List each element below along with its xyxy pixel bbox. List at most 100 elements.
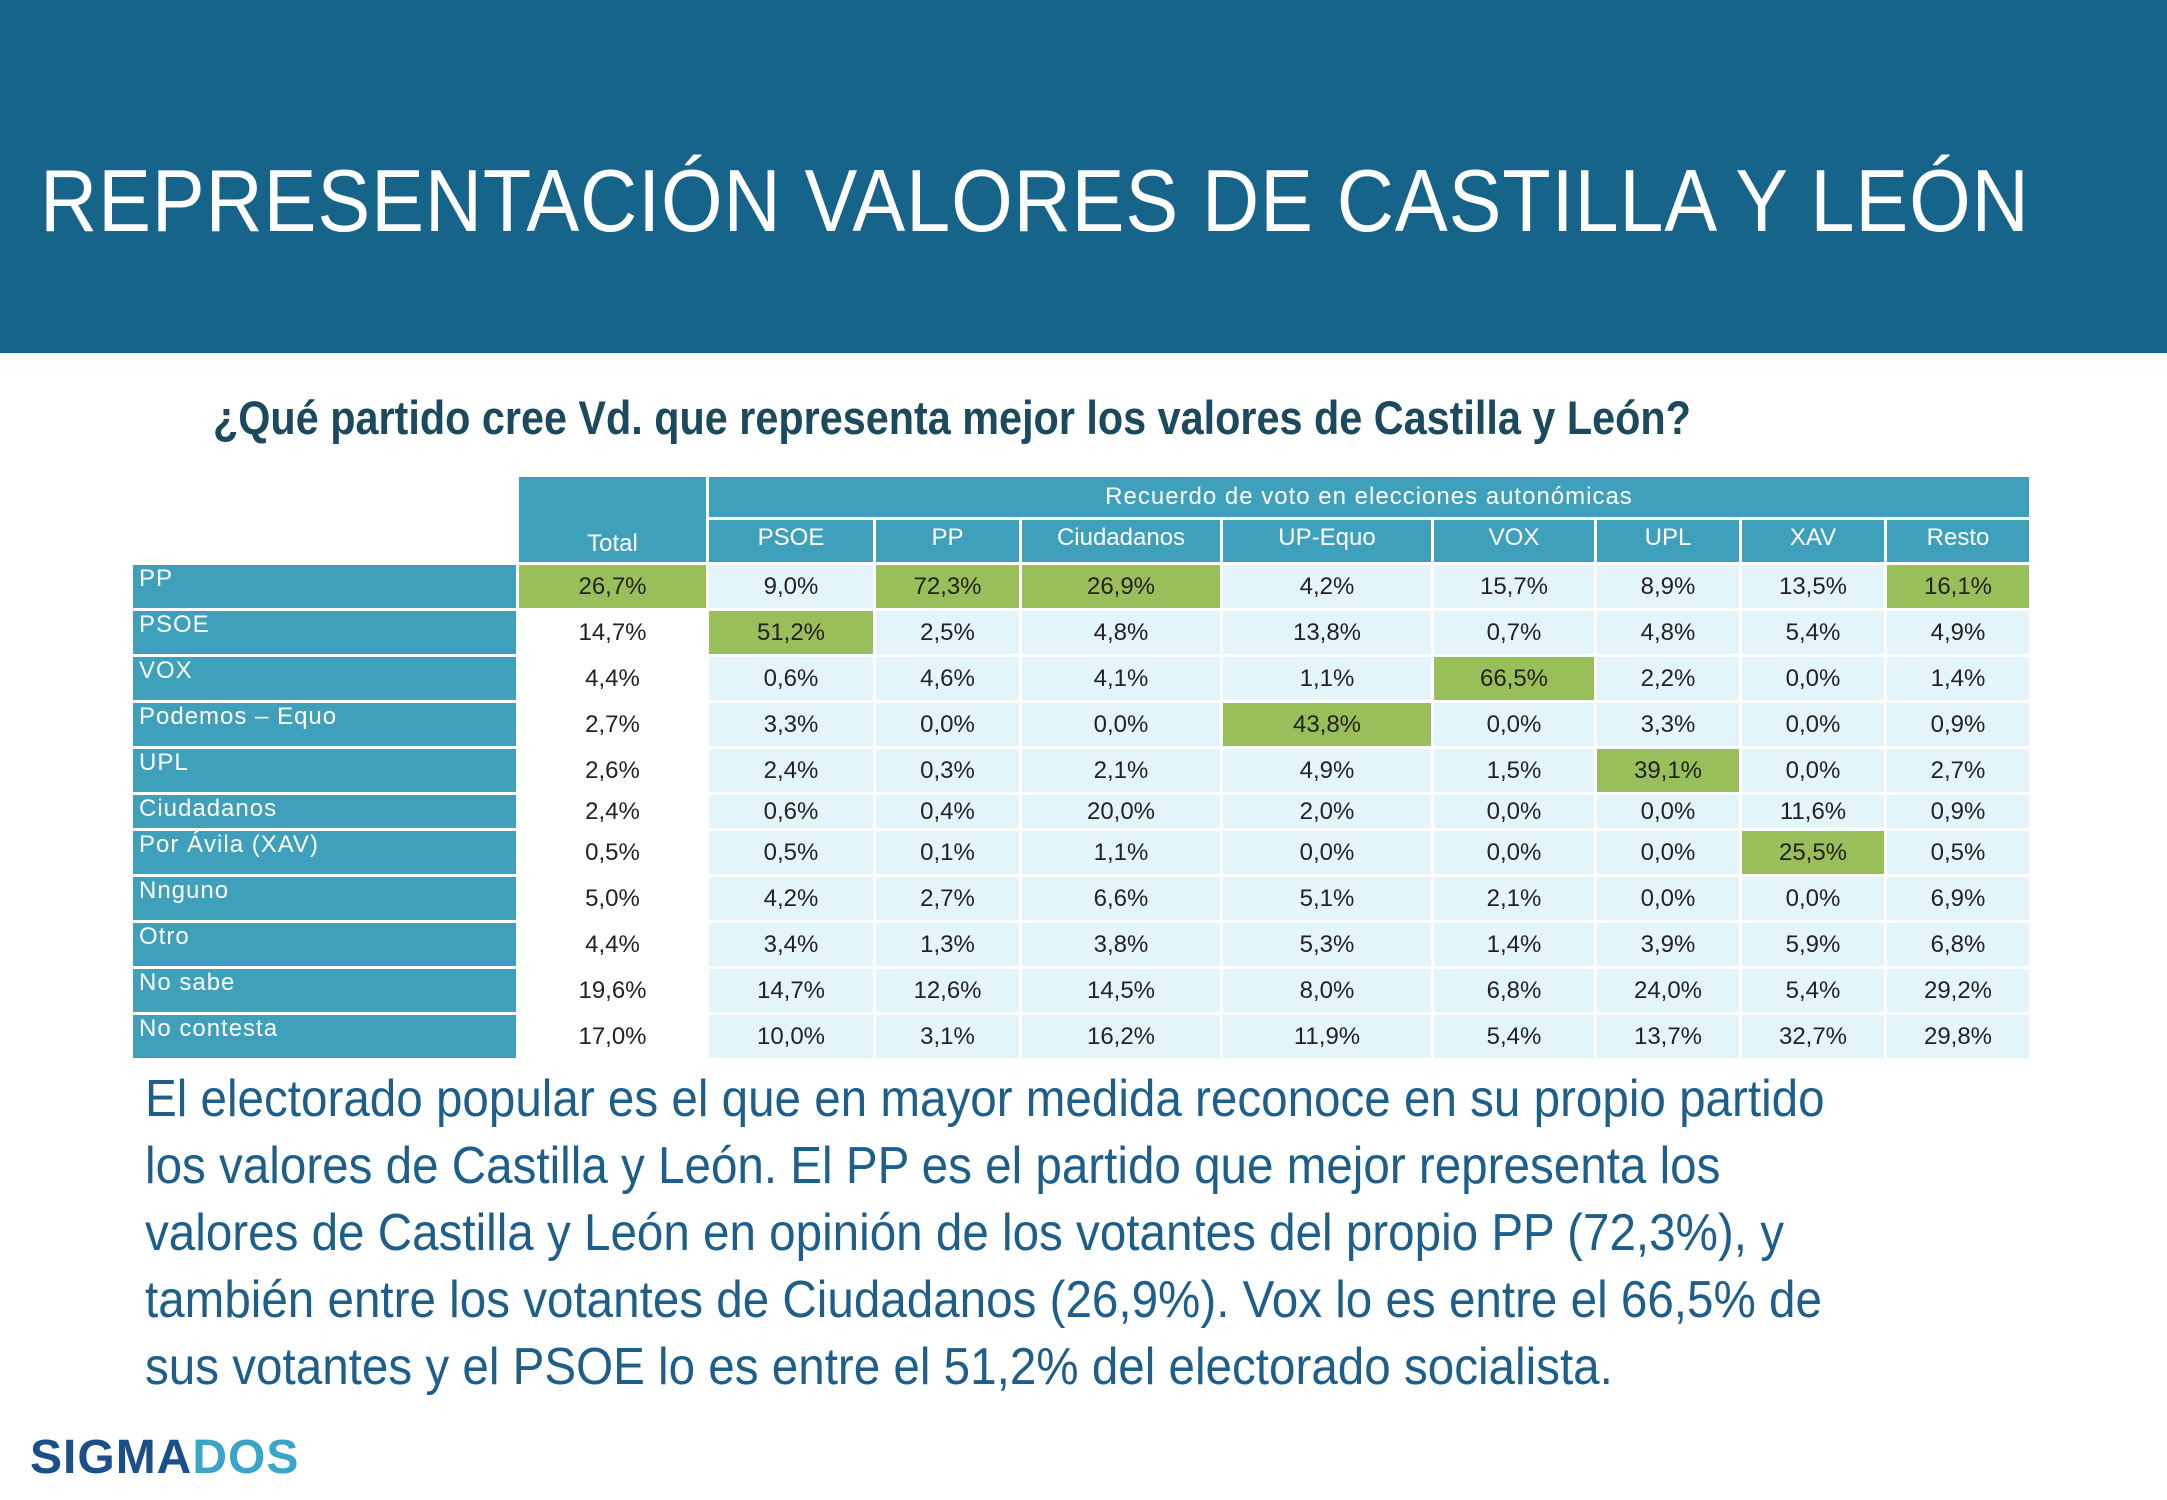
table-row: Otro 4,4% 3,4% 1,3% 3,8% 5,3% 1,4% 3,9% 5,9% 6,8%	[133, 923, 2029, 966]
table-cell: 0,0%	[1434, 795, 1594, 828]
table-row: Por Ávila (XAV) 0,5% 0,5% 0,1% 1,1% 0,0% 0,0% 0…	[133, 831, 2029, 874]
table-cell: 0,0%	[1742, 657, 1884, 700]
table-cell: 0,0%	[1597, 795, 1739, 828]
table-cell: 1,3%	[876, 923, 1019, 966]
total-cell: 5,0%	[519, 877, 706, 920]
total-cell: 2,7%	[519, 703, 706, 746]
table-row: UPL 2,6% 2,4% 0,3% 2,1% 4,9% 1,5% 39,1% 0,0% 2,7%	[133, 749, 2029, 792]
table-cell: 1,1%	[1022, 831, 1220, 874]
table-cell: 16,1%	[1887, 565, 2029, 608]
row-label: Podemos – Equo	[133, 703, 516, 746]
table-cell: 0,0%	[876, 703, 1019, 746]
table-cell: 3,3%	[1597, 703, 1739, 746]
table-cell: 29,8%	[1887, 1015, 2029, 1058]
row-label: VOX	[133, 657, 516, 700]
table-cell: 32,7%	[1742, 1015, 1884, 1058]
row-label: Otro	[133, 923, 516, 966]
table-row: No contesta 17,0% 10,0% 3,1% 16,2% 11,9% 5,4% 1…	[133, 1015, 2029, 1058]
table-cell: 24,0%	[1597, 969, 1739, 1012]
table-cell: 13,7%	[1597, 1015, 1739, 1058]
sigmados-logo: SIGMADOS	[30, 1430, 299, 1485]
logo-part2: DOS	[192, 1431, 300, 1484]
table-cell: 0,6%	[709, 657, 873, 700]
table-row: Podemos – Equo 2,7% 3,3% 0,0% 0,0% 43,8% 0,0% 3…	[133, 703, 2029, 746]
table-cell: 2,2%	[1597, 657, 1739, 700]
table-cell: 14,7%	[709, 969, 873, 1012]
table-cell: 0,3%	[876, 749, 1019, 792]
table-cell: 2,5%	[876, 611, 1019, 654]
table-cell: 51,2%	[709, 611, 873, 654]
group-header: Recuerdo de voto en elecciones autonómic…	[709, 477, 2029, 517]
table-row: PP 26,7% 9,0% 72,3% 26,9% 4,2% 15,7% 8,9% 13,5% 1…	[133, 565, 2029, 608]
results-table: Total Recuerdo de voto en elecciones aut…	[130, 474, 2032, 1061]
table-cell: 13,8%	[1223, 611, 1431, 654]
row-label: UPL	[133, 749, 516, 792]
table-cell: 2,1%	[1022, 749, 1220, 792]
total-cell: 19,6%	[519, 969, 706, 1012]
table-cell: 5,1%	[1223, 877, 1431, 920]
survey-question: ¿Qué partido cree Vd. que representa mej…	[213, 391, 1691, 444]
logo-part1: SIGMA	[30, 1431, 193, 1484]
table-cell: 0,0%	[1742, 749, 1884, 792]
row-label: No sabe	[133, 969, 516, 1012]
table-cell: 0,0%	[1223, 831, 1431, 874]
column-header: Ciudadanos	[1022, 520, 1220, 562]
table-cell: 0,0%	[1597, 877, 1739, 920]
table-cell: 4,9%	[1887, 611, 2029, 654]
row-label: PP	[133, 565, 516, 608]
table-cell: 4,2%	[709, 877, 873, 920]
table-row: Ciudadanos 2,4% 0,6% 0,4% 20,0% 2,0% 0,0% 0,0% 1…	[133, 795, 2029, 828]
row-label: PSOE	[133, 611, 516, 654]
row-label: Por Ávila (XAV)	[133, 831, 516, 874]
table-cell: 0,0%	[1434, 831, 1594, 874]
table-cell: 4,1%	[1022, 657, 1220, 700]
table-cell: 11,6%	[1742, 795, 1884, 828]
table-cell: 16,2%	[1022, 1015, 1220, 1058]
table-cell: 1,4%	[1434, 923, 1594, 966]
table-cell: 0,5%	[1887, 831, 2029, 874]
table-row: PSOE 14,7% 51,2% 2,5% 4,8% 13,8% 0,7% 4,8% 5,4% 4…	[133, 611, 2029, 654]
table-cell: 0,1%	[876, 831, 1019, 874]
column-header: UP-Equo	[1223, 520, 1431, 562]
table-cell: 0,9%	[1887, 795, 2029, 828]
table-cell: 0,6%	[709, 795, 873, 828]
table-cell: 4,2%	[1223, 565, 1431, 608]
column-header: PP	[876, 520, 1019, 562]
table-cell: 0,0%	[1742, 877, 1884, 920]
table-cell: 11,9%	[1223, 1015, 1431, 1058]
table-cell: 6,8%	[1887, 923, 2029, 966]
table-cell: 9,0%	[709, 565, 873, 608]
table-cell: 0,9%	[1887, 703, 2029, 746]
table-cell: 3,4%	[709, 923, 873, 966]
table-cell: 14,5%	[1022, 969, 1220, 1012]
table-cell: 29,2%	[1887, 969, 2029, 1012]
table-cell: 66,5%	[1434, 657, 1594, 700]
table-cell: 43,8%	[1223, 703, 1431, 746]
table-cell: 4,8%	[1022, 611, 1220, 654]
row-label: Nnguno	[133, 877, 516, 920]
total-cell: 14,7%	[519, 611, 706, 654]
table-cell: 1,5%	[1434, 749, 1594, 792]
table-cell: 20,0%	[1022, 795, 1220, 828]
table-cell: 2,4%	[709, 749, 873, 792]
table-cell: 5,4%	[1742, 969, 1884, 1012]
table-cell: 4,8%	[1597, 611, 1739, 654]
total-cell: 26,7%	[519, 565, 706, 608]
table-row: No sabe 19,6% 14,7% 12,6% 14,5% 8,0% 6,8% 24,0%…	[133, 969, 2029, 1012]
table-row: Nnguno 5,0% 4,2% 2,7% 6,6% 5,1% 2,1% 0,0% 0,0% 6,…	[133, 877, 2029, 920]
column-header: PSOE	[709, 520, 873, 562]
column-header: Resto	[1887, 520, 2029, 562]
table-cell: 72,3%	[876, 565, 1019, 608]
table-cell: 0,0%	[1742, 703, 1884, 746]
table-cell: 0,5%	[709, 831, 873, 874]
row-label: No contesta	[133, 1015, 516, 1058]
table-cell: 13,5%	[1742, 565, 1884, 608]
table-cell: 2,7%	[1887, 749, 2029, 792]
table-cell: 4,6%	[876, 657, 1019, 700]
table-cell: 5,4%	[1742, 611, 1884, 654]
table-cell: 0,0%	[1434, 703, 1594, 746]
table-cell: 1,1%	[1223, 657, 1431, 700]
table-cell: 8,9%	[1597, 565, 1739, 608]
table-cell: 5,3%	[1223, 923, 1431, 966]
table-cell: 5,9%	[1742, 923, 1884, 966]
